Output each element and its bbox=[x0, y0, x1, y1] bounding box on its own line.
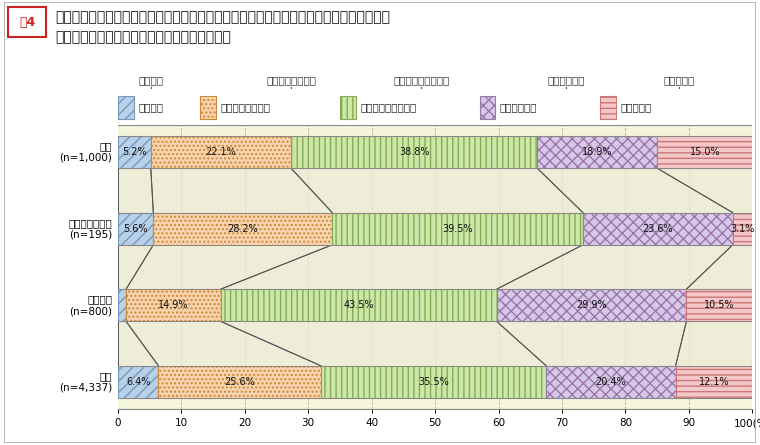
Text: 38.8%: 38.8% bbox=[399, 147, 429, 157]
Bar bbox=[546, 366, 676, 398]
Bar bbox=[496, 289, 686, 321]
Polygon shape bbox=[676, 321, 753, 366]
Polygon shape bbox=[686, 245, 753, 289]
Text: ある程度そう思う: ある程度そう思う bbox=[266, 75, 316, 85]
Text: 分からない: 分からない bbox=[620, 102, 651, 113]
Polygon shape bbox=[220, 245, 583, 289]
Bar bbox=[321, 366, 546, 398]
Bar bbox=[158, 366, 321, 398]
Text: 3.1%: 3.1% bbox=[730, 224, 755, 234]
Polygon shape bbox=[118, 245, 154, 289]
Text: 5.2%: 5.2% bbox=[122, 147, 147, 157]
Polygon shape bbox=[126, 321, 321, 366]
Text: 6.4%: 6.4% bbox=[126, 377, 150, 387]
Text: 5.6%: 5.6% bbox=[123, 224, 147, 234]
Bar bbox=[118, 136, 150, 168]
Bar bbox=[154, 213, 332, 245]
Polygon shape bbox=[220, 321, 546, 366]
Bar bbox=[220, 289, 496, 321]
Text: あまりそう思わない: あまりそう思わない bbox=[360, 102, 416, 113]
Text: そう思わない: そう思わない bbox=[548, 75, 585, 85]
Text: 22.1%: 22.1% bbox=[205, 147, 236, 157]
Text: 意見交換等に支障が生じていると思いますか。: 意見交換等に支障が生じていると思いますか。 bbox=[55, 30, 231, 44]
Bar bbox=[118, 289, 126, 321]
Bar bbox=[118, 96, 134, 119]
Bar bbox=[8, 7, 46, 37]
Bar bbox=[676, 366, 752, 398]
Polygon shape bbox=[496, 245, 733, 289]
Text: そう思う: そう思う bbox=[138, 75, 163, 85]
Text: 分からない: 分からない bbox=[663, 75, 695, 85]
Bar bbox=[657, 136, 752, 168]
Text: 35.5%: 35.5% bbox=[418, 377, 449, 387]
Bar bbox=[126, 289, 220, 321]
Text: 29.9%: 29.9% bbox=[576, 300, 606, 310]
Text: 10.5%: 10.5% bbox=[705, 300, 735, 310]
Text: 28.2%: 28.2% bbox=[227, 224, 258, 234]
Bar bbox=[480, 96, 496, 119]
Bar bbox=[150, 136, 291, 168]
Text: そう思う: そう思う bbox=[138, 102, 163, 113]
Polygon shape bbox=[537, 168, 733, 213]
Polygon shape bbox=[150, 168, 332, 213]
Text: 20.4%: 20.4% bbox=[596, 377, 626, 387]
Bar bbox=[537, 136, 657, 168]
Bar bbox=[118, 321, 752, 366]
Bar bbox=[118, 366, 158, 398]
Polygon shape bbox=[657, 168, 752, 213]
Text: 12.1%: 12.1% bbox=[698, 377, 730, 387]
Polygon shape bbox=[291, 168, 583, 213]
Bar bbox=[291, 136, 537, 168]
Bar bbox=[332, 213, 583, 245]
Polygon shape bbox=[118, 168, 154, 213]
Polygon shape bbox=[118, 321, 158, 366]
Bar bbox=[201, 96, 216, 119]
Bar bbox=[686, 289, 753, 321]
Bar bbox=[600, 96, 616, 119]
Text: 現在、倫理法・倫理規程があるため、職務に必要な行政と民間企業等との間の情報収集、: 現在、倫理法・倫理規程があるため、職務に必要な行政と民間企業等との間の情報収集、 bbox=[55, 10, 390, 24]
Bar bbox=[583, 213, 733, 245]
Bar bbox=[118, 213, 154, 245]
Text: あまりそう思わない: あまりそう思わない bbox=[393, 75, 449, 85]
Text: ある程度そう思う: ある程度そう思う bbox=[220, 102, 271, 113]
Text: 43.5%: 43.5% bbox=[344, 300, 374, 310]
Text: 39.5%: 39.5% bbox=[442, 224, 473, 234]
Text: 25.6%: 25.6% bbox=[224, 377, 255, 387]
Bar bbox=[340, 96, 356, 119]
Polygon shape bbox=[126, 245, 332, 289]
Text: そう思わない: そう思わない bbox=[500, 102, 537, 113]
Text: 14.9%: 14.9% bbox=[158, 300, 188, 310]
Bar bbox=[118, 168, 752, 213]
Bar bbox=[118, 245, 752, 289]
Polygon shape bbox=[496, 321, 686, 366]
Bar bbox=[733, 213, 752, 245]
Text: 23.6%: 23.6% bbox=[642, 224, 673, 234]
Text: 15.0%: 15.0% bbox=[689, 147, 720, 157]
Text: 18.9%: 18.9% bbox=[582, 147, 613, 157]
Text: 図4: 図4 bbox=[19, 16, 35, 28]
